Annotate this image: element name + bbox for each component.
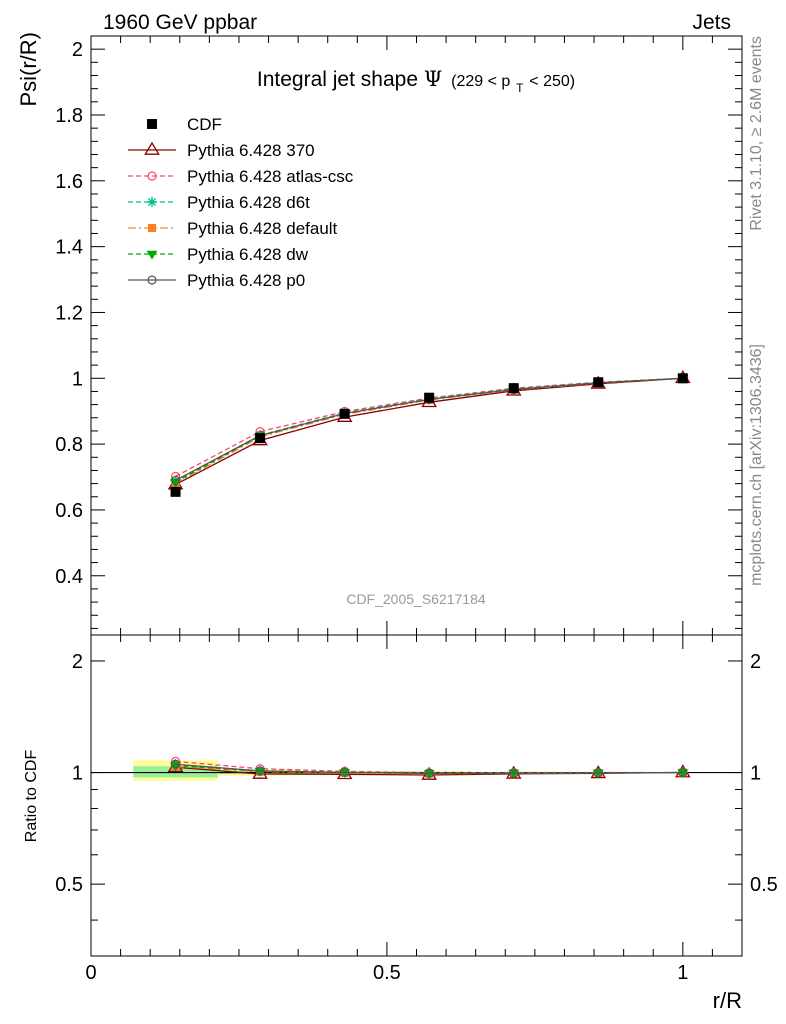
mcplots-credit-label: mcplots.cern.ch [arXiv:1306.3436] xyxy=(748,344,765,586)
legend-label-p0: Pythia 6.428 p0 xyxy=(187,271,305,290)
data-point-CDF xyxy=(339,408,350,419)
series-p370 xyxy=(167,370,691,490)
ratio-point-p0 xyxy=(255,766,265,776)
ratio-panel: 0.5 0.5 1 1 2 2 0 0.5 1 xyxy=(55,634,778,984)
chart-title-range: (229 < p xyxy=(451,73,510,90)
chart-title-range-sub: T xyxy=(516,81,524,95)
data-point-CDF xyxy=(170,486,181,497)
ratio-point-dw xyxy=(423,770,435,779)
series-default xyxy=(171,374,687,488)
chart-title-symbol: Ψ xyxy=(424,67,442,91)
ratio-point-p0 xyxy=(340,767,350,777)
main-panel: 0.4 0.6 0.8 1 1.2 1.4 1.6 1.8 2 xyxy=(55,35,743,636)
ratio-plot-frame xyxy=(90,634,743,957)
y-axis-title: Psi(r/R) xyxy=(16,32,41,107)
data-point-p0 xyxy=(170,475,181,485)
ratio-point-p0 xyxy=(678,767,688,778)
data-point-CDF xyxy=(255,433,266,444)
y-tick-label: 1.6 xyxy=(55,171,83,193)
legend-label-d6t: Pythia 6.428 d6t xyxy=(187,193,310,212)
ratio-point-dw xyxy=(592,769,604,779)
ratio-point-p0 xyxy=(424,768,434,778)
y-tick-label: 0.6 xyxy=(55,500,83,522)
x-tick-label: 0 xyxy=(85,962,96,984)
ratio-point-dw xyxy=(339,769,351,778)
ratio-y-tick-label: 1 xyxy=(72,763,83,785)
series-d6t xyxy=(170,373,688,486)
ratio-point-p0 xyxy=(170,759,181,769)
ratio-point-p0 xyxy=(509,768,519,778)
process-label: Jets xyxy=(692,11,731,34)
legend-label-atlas: Pythia 6.428 atlas-csc xyxy=(187,167,354,186)
legend: CDF Pythia 6.428 370 Pythia 6.428 atlas-cs… xyxy=(128,115,354,290)
ratio-point-p0 xyxy=(593,768,603,778)
y-tick-label: 1 xyxy=(72,368,83,390)
ratio-series-p0 xyxy=(170,759,688,778)
legend-marker-CDF xyxy=(147,119,157,129)
rivet-version-label: Rivet 3.1.10, ≥ 2.6M events xyxy=(748,36,765,231)
x-tick-label: 1 xyxy=(677,962,688,984)
legend-marker-p370 xyxy=(144,141,160,155)
y-tick-label: 2 xyxy=(72,39,83,61)
series-CDF xyxy=(170,373,688,497)
series-p0 xyxy=(170,373,688,485)
ratio-point-dw xyxy=(677,769,689,779)
y-tick-label: 1.8 xyxy=(55,105,83,127)
series-dw xyxy=(170,374,689,488)
series-atlas xyxy=(170,373,688,481)
legend-label-dw: Pythia 6.428 dw xyxy=(187,245,309,264)
data-point-CDF xyxy=(677,373,688,384)
data-point-CDF xyxy=(508,383,519,394)
legend-marker-dw xyxy=(146,250,158,260)
chart-title-range-close: < 250) xyxy=(529,73,575,90)
chart-title-main: Integral jet shape xyxy=(257,68,418,91)
ratio-y-tick-label-right: 0.5 xyxy=(750,874,778,896)
chart-title: Integral jet shape Ψ (229 < p T < 250) xyxy=(257,67,575,97)
data-point-CDF xyxy=(593,377,604,388)
y-tick-label: 1.4 xyxy=(55,237,83,259)
x-axis-title: r/R xyxy=(713,988,742,1013)
y-tick-label: 0.8 xyxy=(55,434,83,456)
legend-marker-atlas xyxy=(147,171,157,181)
ratio-y-tick-label-right: 1 xyxy=(750,763,761,785)
x-tick-label: 0.5 xyxy=(373,962,401,984)
ratio-y-axis-title: Ratio to CDF xyxy=(23,750,40,843)
analysis-id-label: CDF_2005_S6217184 xyxy=(346,591,486,607)
ratio-line-p0 xyxy=(175,763,683,775)
ratio-y-tick-label-right: 2 xyxy=(750,651,761,673)
y-tick-label: 1.2 xyxy=(55,302,83,324)
ratio-y-tick-label: 0.5 xyxy=(55,874,83,896)
data-point-CDF xyxy=(424,392,435,403)
legend-label-CDF: CDF xyxy=(187,115,222,134)
data-point-dw xyxy=(170,478,182,488)
legend-label-default: Pythia 6.428 default xyxy=(187,219,338,238)
legend-marker-default xyxy=(148,224,156,232)
energy-label: 1960 GeV ppbar xyxy=(103,11,257,34)
legend-marker-d6t xyxy=(147,197,157,207)
legend-label-p370: Pythia 6.428 370 xyxy=(187,141,315,160)
ratio-y-tick-label: 2 xyxy=(72,651,83,673)
ratio-point-dw xyxy=(508,769,520,779)
y-tick-label: 0.4 xyxy=(55,566,83,588)
legend-marker-p0 xyxy=(147,275,157,285)
